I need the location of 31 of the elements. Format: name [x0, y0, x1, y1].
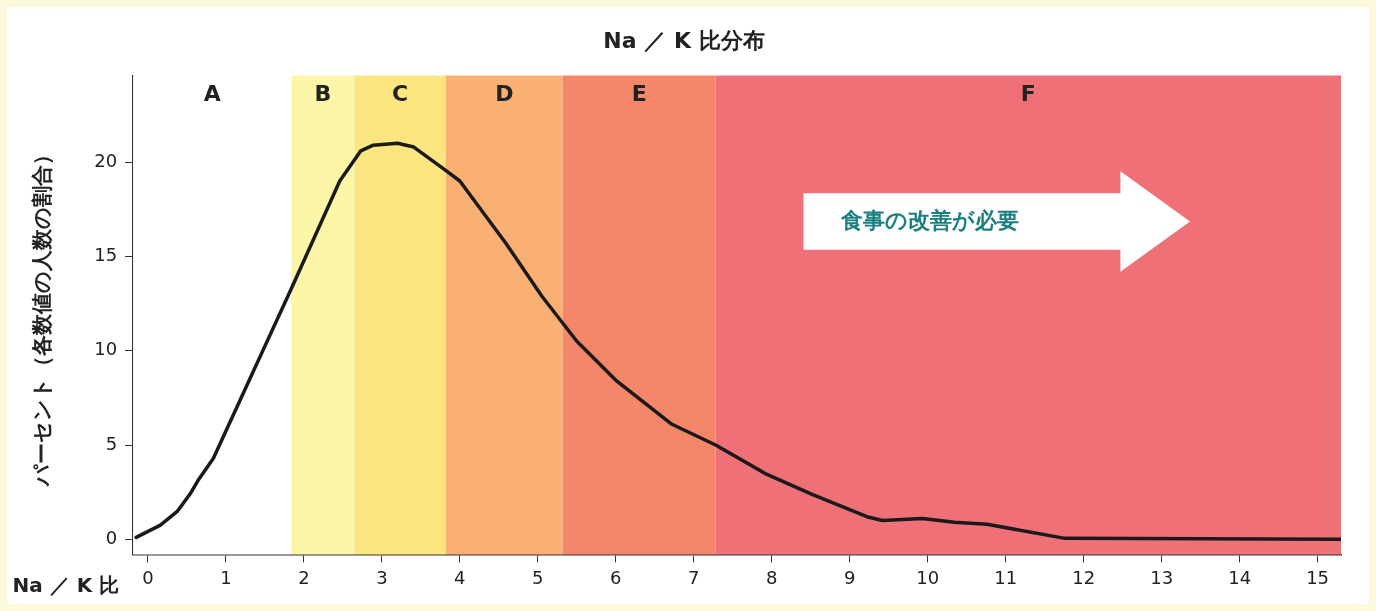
x-tick-label: 0 [142, 566, 154, 588]
y-tick-label: 0 [105, 526, 118, 548]
band-label: A [203, 81, 221, 107]
x-tick-label: 6 [610, 566, 622, 588]
x-tick-label: 13 [1150, 566, 1174, 588]
y-tick-label: 15 [94, 244, 118, 266]
x-tick-label: 10 [916, 566, 940, 588]
x-tick-label: 3 [376, 566, 388, 588]
band-label: F [1020, 81, 1036, 107]
x-tick-label: 7 [688, 566, 700, 588]
y-tick-label: 5 [105, 432, 118, 454]
band-label: E [631, 81, 647, 107]
x-tick-label: 8 [766, 566, 778, 588]
x-tick-label: 9 [844, 566, 856, 588]
x-tick-label: 12 [1072, 566, 1096, 588]
band-label: D [495, 81, 514, 107]
x-tick-label: 14 [1228, 566, 1252, 588]
y-tick-label: 20 [94, 149, 118, 171]
x-tick-label: 2 [298, 566, 310, 588]
band-label: B [314, 81, 332, 107]
x-tick-label: 15 [1306, 566, 1330, 588]
x-axis-title: Na ／ K 比 [12, 572, 120, 597]
x-tick-label: 1 [220, 566, 232, 588]
chart-title: Na ／ K 比分布 [603, 27, 765, 53]
y-tick-label: 10 [94, 338, 118, 360]
annotation: 食事の改善が必要 [841, 207, 1020, 236]
x-tick-label: 4 [454, 566, 466, 588]
x-tick-label: 5 [532, 566, 544, 588]
x-tick-label: 11 [994, 566, 1018, 588]
band-label: C [392, 81, 409, 107]
y-axis-title: パーセント（各数値の人数の割合） [30, 143, 55, 487]
